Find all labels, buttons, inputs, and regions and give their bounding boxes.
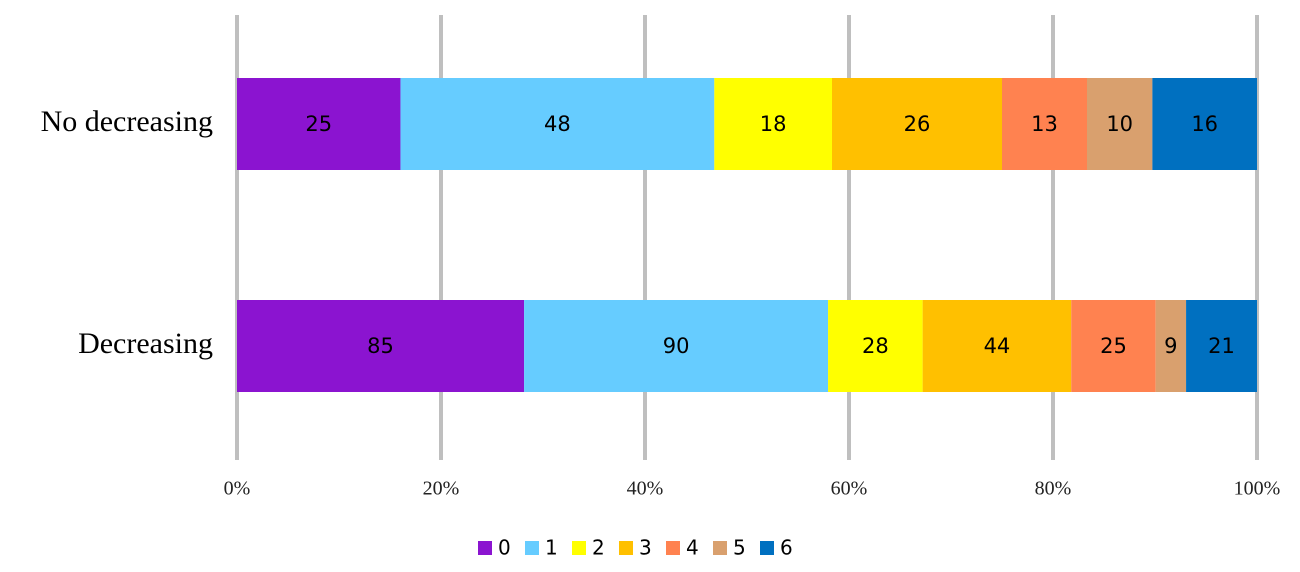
legend-label: 3 [639, 536, 652, 560]
data-label: 10 [1106, 112, 1133, 136]
data-label: 85 [367, 334, 394, 358]
legend-label: 1 [545, 536, 558, 560]
bar-segment [832, 78, 1002, 170]
data-label: 28 [862, 334, 889, 358]
bar-segment [400, 78, 715, 170]
x-tick-label: 80% [1035, 478, 1072, 500]
x-tick-label: 60% [831, 478, 868, 500]
legend-swatch [713, 541, 727, 555]
data-label: 16 [1191, 112, 1218, 136]
data-label: 9 [1164, 334, 1177, 358]
y-tick-label: Decreasing [78, 327, 213, 360]
bar-segment [714, 78, 832, 170]
legend-swatch [525, 541, 539, 555]
y-tick-label: No decreasing [41, 105, 213, 138]
data-label: 25 [1100, 334, 1127, 358]
bar-segment [828, 300, 923, 392]
data-label: 48 [544, 112, 571, 136]
legend-swatch [666, 541, 680, 555]
legend-label: 2 [592, 536, 605, 560]
x-tick-label: 20% [423, 478, 460, 500]
legend-label: 0 [498, 536, 511, 560]
bar-segment [1186, 300, 1257, 392]
data-label: 18 [760, 112, 787, 136]
legend-label: 6 [780, 536, 793, 560]
x-tick-label: 0% [224, 478, 251, 500]
bar-segment [1152, 78, 1257, 170]
data-label: 44 [984, 334, 1011, 358]
bar-segment [237, 78, 401, 170]
data-label: 90 [663, 334, 690, 358]
bar-segment [1002, 78, 1087, 170]
legend-swatch [619, 541, 633, 555]
bar-segment [237, 300, 525, 392]
data-label: 26 [904, 112, 931, 136]
legend-swatch [760, 541, 774, 555]
data-label: 13 [1031, 112, 1058, 136]
data-label: 25 [305, 112, 332, 136]
bar-segment [1071, 300, 1156, 392]
data-label: 21 [1208, 334, 1235, 358]
legend-swatch [572, 541, 586, 555]
bar-segment [922, 300, 1072, 392]
x-tick-label: 100% [1234, 478, 1281, 500]
legend-swatch [478, 541, 492, 555]
x-tick-label: 40% [627, 478, 664, 500]
legend-label: 4 [686, 536, 699, 560]
legend-label: 5 [733, 536, 746, 560]
bar-segment [1087, 78, 1153, 170]
bar-segment [1155, 300, 1187, 392]
bar-segment [524, 300, 829, 392]
